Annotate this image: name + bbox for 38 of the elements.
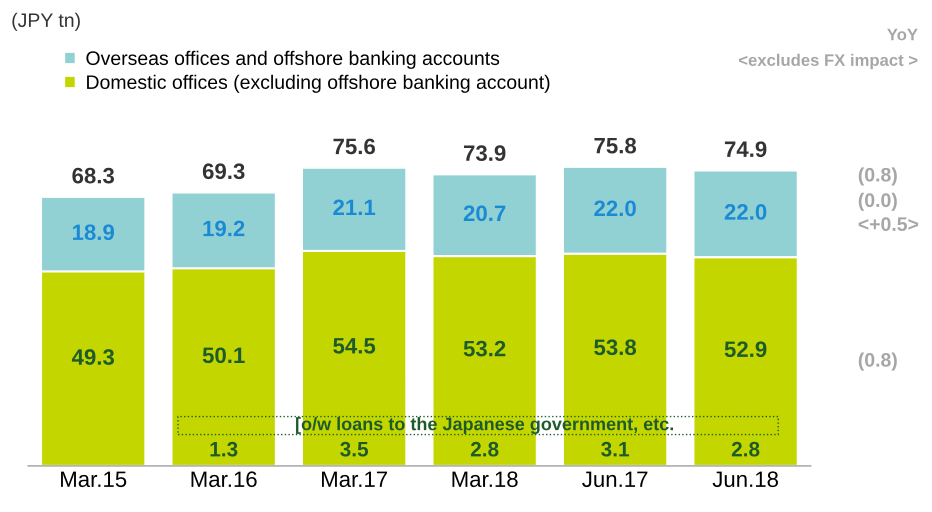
data-label: 19.2	[203, 220, 244, 236]
text: YoY	[887, 28, 918, 40]
legend-label: Overseas offices and offshore banking accounts	[86, 50, 500, 69]
x-tick-label: Jun.17	[582, 472, 648, 488]
data-label: 53.8	[594, 339, 636, 356]
text: (0.8)	[858, 167, 897, 186]
total-label: 68.3	[72, 168, 114, 184]
annotation: 3.5	[340, 442, 368, 457]
text: (JPY tn)	[12, 12, 80, 31]
data-label: 22.0	[724, 204, 766, 220]
annotation: 2.8	[732, 442, 760, 457]
x-tick-label: Mar.18	[452, 471, 518, 488]
data-label: 20.7	[464, 205, 506, 222]
data-label: 49.3	[72, 349, 114, 365]
x-tick-label: Mar.16	[192, 471, 257, 488]
x-tick-label: Mar.17	[322, 472, 388, 488]
text: (0.0)	[858, 192, 897, 211]
annotation: 2.8	[470, 442, 498, 457]
data-label: 52.9	[724, 341, 766, 358]
legend-label: Domestic offices (excluding offshore banking account)	[87, 74, 550, 93]
data-label: 53.2	[464, 340, 506, 356]
text: (0.8)	[858, 352, 897, 371]
data-label: 22.0	[594, 200, 636, 216]
text: <excludes FX impact >	[739, 54, 918, 70]
total-label: 73.9	[464, 145, 506, 162]
data-label: 54.5	[333, 338, 376, 354]
annotation: 1.3	[210, 442, 238, 457]
data-label: 50.1	[202, 347, 245, 364]
total-label: 75.6	[333, 138, 375, 154]
text: <+0.5>	[858, 217, 918, 232]
total-label: 69.3	[202, 163, 245, 180]
total-label: 75.8	[594, 138, 636, 154]
total-label: 74.9	[724, 141, 766, 158]
data-label: 18.9	[72, 224, 114, 240]
annotation: 3.1	[601, 442, 630, 457]
x-tick-label: Jun.18	[712, 471, 778, 488]
x-tick-label: Mar.15	[61, 472, 126, 488]
data-label: 21.1	[333, 200, 376, 216]
